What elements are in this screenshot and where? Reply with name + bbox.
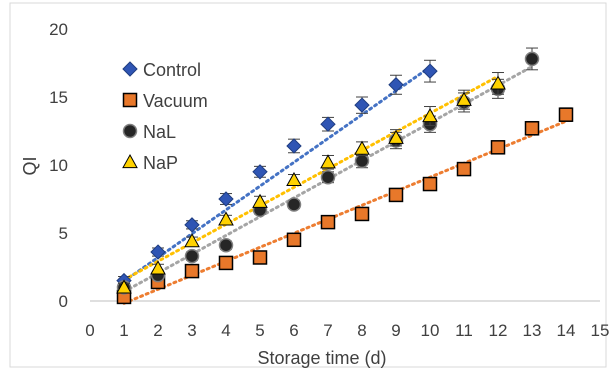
data-point-nap — [422, 108, 438, 123]
x-tick-label: 15 — [591, 321, 609, 340]
trendline-control — [122, 65, 432, 283]
legend-marker-vacuum — [122, 92, 138, 108]
data-point-nap — [218, 211, 234, 226]
y-tick-label: 0 — [59, 292, 68, 311]
data-point-nap — [252, 193, 268, 208]
chart-frame — [9, 2, 607, 368]
data-point-nap — [388, 129, 404, 144]
data-point-nap — [184, 233, 200, 248]
x-tick-label: 5 — [255, 321, 264, 340]
data-point-nap — [354, 140, 370, 155]
y-axis-label: QI — [20, 156, 40, 175]
data-point-nal — [354, 153, 370, 169]
data-point-control — [422, 63, 438, 79]
data-point-nal — [524, 51, 540, 67]
legend-marker-control — [122, 61, 138, 77]
legend-marker-nap — [122, 153, 138, 169]
x-tick-label: 3 — [187, 321, 196, 340]
data-point-nap — [456, 91, 472, 106]
x-tick-label: 9 — [391, 321, 400, 340]
legend-label-nal: NaL — [143, 122, 176, 142]
data-point-control — [252, 164, 268, 180]
data-point-nap — [490, 75, 506, 90]
data-point-control — [184, 217, 200, 233]
data-point-control — [354, 97, 370, 113]
x-tick-label: 0 — [85, 321, 94, 340]
x-tick-label: 1 — [119, 321, 128, 340]
x-tick-label: 11 — [455, 321, 473, 340]
x-tick-label: 2 — [153, 321, 162, 340]
data-point-vacuum — [422, 176, 438, 192]
x-tick-label: 10 — [421, 321, 440, 340]
y-tick-label: 15 — [49, 88, 68, 107]
data-point-control — [218, 191, 234, 207]
x-tick-label: 12 — [489, 321, 508, 340]
data-point-vacuum — [524, 121, 540, 136]
x-tick-label: 6 — [289, 321, 298, 340]
data-point-vacuum — [252, 250, 268, 265]
data-point-vacuum — [354, 206, 370, 222]
data-point-vacuum — [184, 263, 200, 279]
data-point-nap — [286, 171, 302, 187]
data-point-nal — [218, 237, 234, 253]
y-tick-label: 10 — [49, 156, 68, 175]
data-point-vacuum — [490, 140, 506, 155]
x-tick-label: 4 — [221, 321, 230, 340]
x-tick-label: 14 — [557, 321, 576, 340]
data-point-nal — [286, 197, 302, 212]
x-tick-label: 13 — [523, 321, 542, 340]
data-point-nal — [184, 248, 200, 264]
legend-label-control: Control — [143, 60, 201, 80]
data-point-control — [388, 77, 404, 93]
data-point-nal — [320, 169, 336, 185]
data-point-vacuum — [218, 255, 234, 271]
data-point-nap — [320, 154, 336, 169]
x-axis-label: Storage time (d) — [257, 348, 386, 368]
legend: Control Vacuum NaL NaP — [122, 60, 208, 173]
legend-label-nap: NaP — [143, 153, 178, 173]
y-tick-label: 20 — [49, 20, 68, 39]
data-point-nap — [150, 260, 166, 275]
data-point-control — [150, 244, 166, 260]
data-point-vacuum — [456, 161, 472, 177]
legend-label-vacuum: Vacuum — [143, 91, 208, 111]
data-point-vacuum — [286, 232, 302, 248]
data-point-control — [320, 116, 336, 132]
x-tick-label: 8 — [357, 321, 366, 340]
data-point-control — [286, 138, 302, 154]
data-point-vacuum — [320, 214, 336, 230]
y-tick-label: 5 — [59, 224, 68, 243]
x-tick-label: 7 — [323, 321, 332, 340]
data-point-vacuum — [558, 107, 574, 122]
data-point-vacuum — [388, 187, 404, 203]
data-point-nap — [116, 279, 132, 294]
legend-marker-nal — [122, 123, 138, 139]
